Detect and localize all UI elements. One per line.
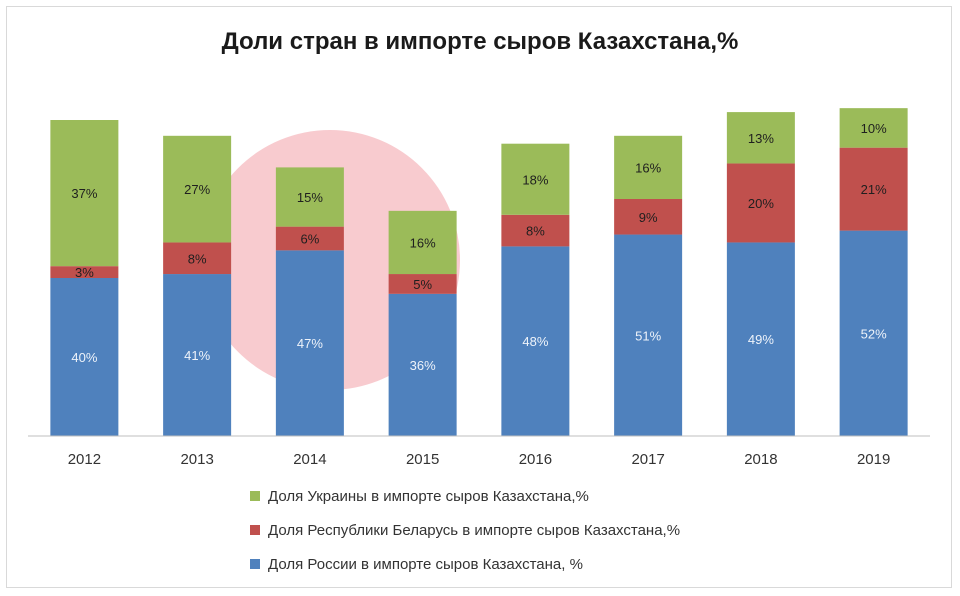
bar-segment-2014-2 [275, 167, 344, 227]
bar-segment-2014-1 [275, 226, 344, 251]
bar-segment-2018-0 [726, 242, 795, 436]
legend-swatch [250, 559, 260, 569]
x-tick-label: 2018 [744, 451, 777, 468]
x-tick-label: 2019 [857, 451, 890, 468]
legend-swatch [250, 491, 260, 501]
legend-label: Доля Республики Беларусь в импорте сыров… [268, 521, 681, 539]
bar-segment-2013-1 [163, 242, 232, 275]
data-label-2016-1: 8% [526, 224, 545, 239]
data-label-2015-2: 16% [410, 235, 436, 250]
x-tick-label: 2012 [68, 451, 101, 468]
bar-segment-2017-2 [614, 135, 683, 199]
data-label-2017-0: 51% [635, 328, 661, 343]
data-label-2018-2: 13% [748, 131, 774, 146]
data-label-2014-1: 6% [300, 232, 319, 247]
bar-segment-2019-0 [839, 230, 908, 436]
data-label-2012-0: 40% [71, 350, 97, 365]
bar-segment-2016-0 [501, 246, 570, 436]
bar-segment-2013-0 [163, 274, 232, 436]
data-label-2013-0: 41% [184, 348, 210, 363]
bar-segment-2017-0 [614, 234, 683, 436]
data-label-2018-0: 49% [748, 332, 774, 347]
data-label-2018-1: 20% [748, 196, 774, 211]
data-label-2017-2: 16% [635, 160, 661, 175]
data-label-2013-2: 27% [184, 182, 210, 197]
x-tick-label: 2014 [293, 451, 326, 468]
bar-segment-2018-2 [726, 112, 795, 164]
bar-segment-2016-1 [501, 214, 570, 247]
bar-segment-2015-1 [388, 274, 457, 294]
bar-segment-2015-0 [388, 293, 457, 436]
data-label-2012-2: 37% [71, 186, 97, 201]
bar-segment-2019-1 [839, 147, 908, 231]
legend-item: Доля Украины в импорте сыров Казахстана,… [250, 486, 680, 506]
data-label-2014-0: 47% [297, 336, 323, 351]
data-label-2017-1: 9% [639, 210, 658, 225]
bar-segment-2018-1 [726, 163, 795, 243]
bar-segment-2016-2 [501, 143, 570, 215]
chart-title: Доли стран в импорте сыров Казахстана,% [221, 28, 739, 55]
legend-label: Доля России в импорте сыров Казахстана, … [268, 555, 583, 573]
x-tick-label: 2017 [631, 451, 664, 468]
bar-segment-2013-2 [163, 135, 232, 243]
x-tick-label: 2016 [519, 451, 552, 468]
bar-segment-2012-1 [50, 266, 119, 278]
bar-segment-2017-1 [614, 199, 683, 235]
data-label-2019-0: 52% [861, 326, 887, 341]
data-label-2015-0: 36% [410, 358, 436, 373]
bar-segment-2012-2 [50, 120, 119, 267]
data-label-2014-2: 15% [297, 190, 323, 205]
data-label-2019-2: 10% [861, 121, 887, 136]
bar-segment-2019-2 [839, 108, 908, 148]
data-label-2015-1: 5% [413, 277, 432, 292]
data-label-2016-2: 18% [522, 172, 548, 187]
legend-swatch [250, 525, 260, 535]
legend-item: Доля России в импорте сыров Казахстана, … [250, 554, 680, 574]
data-label-2012-1: 3% [75, 265, 94, 280]
bar-segment-2012-0 [50, 278, 119, 436]
legend-label: Доля Украины в импорте сыров Казахстана,… [268, 487, 589, 505]
x-tick-label: 2015 [406, 451, 439, 468]
legend-item: Доля Республики Беларусь в импорте сыров… [250, 520, 680, 540]
data-label-2016-0: 48% [522, 334, 548, 349]
bar-segment-2015-2 [388, 210, 457, 275]
x-tick-label: 2013 [180, 451, 213, 468]
legend: Доля Украины в импорте сыров Казахстана,… [250, 486, 680, 588]
data-label-2013-1: 8% [188, 251, 207, 266]
bar-segment-2014-0 [275, 250, 344, 436]
data-label-2019-1: 21% [861, 182, 887, 197]
